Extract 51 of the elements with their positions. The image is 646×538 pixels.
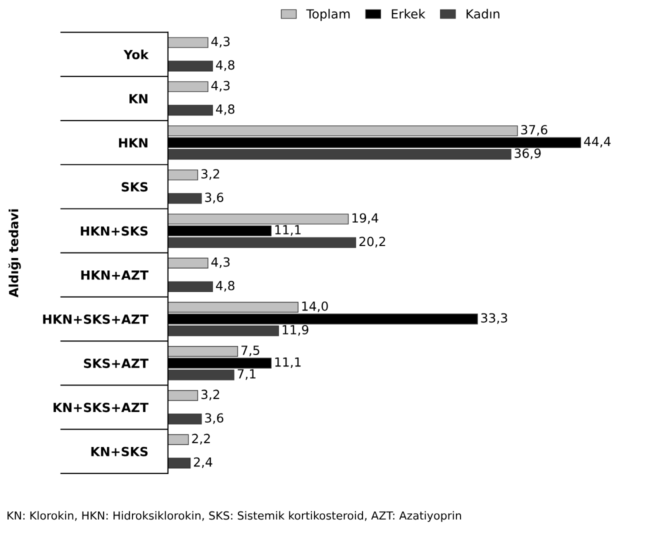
y-tick-label: HKN+AZT bbox=[81, 270, 148, 280]
bar bbox=[168, 193, 202, 204]
data-label: 33,3 bbox=[481, 313, 508, 324]
data-label: 4,3 bbox=[211, 257, 230, 268]
data-label: 7,5 bbox=[241, 346, 260, 356]
y-tick-label: SKS bbox=[122, 182, 148, 192]
data-label: 2,2 bbox=[192, 434, 210, 445]
data-label: 3,2 bbox=[201, 169, 220, 180]
bar bbox=[168, 414, 202, 424]
legend-label: Kadın bbox=[466, 8, 500, 19]
data-label: 2,4 bbox=[194, 457, 212, 468]
y-tick-label: HKN bbox=[119, 138, 148, 148]
legend-label: Erkek bbox=[392, 8, 426, 19]
data-label: 37,6 bbox=[521, 124, 548, 136]
data-label: 3,6 bbox=[205, 413, 224, 424]
legend-label: Toplam bbox=[306, 8, 350, 22]
bar bbox=[168, 37, 208, 48]
data-label: 36,9 bbox=[514, 148, 541, 160]
y-tick-label: KN+SKS+AZT bbox=[54, 402, 148, 412]
data-label: 7,1 bbox=[238, 369, 256, 380]
bar bbox=[168, 170, 198, 180]
y-tick-label: HKN+SKS+AZT bbox=[43, 314, 148, 324]
bar bbox=[168, 434, 189, 445]
bar bbox=[168, 258, 208, 269]
data-label: 11,1 bbox=[275, 357, 301, 368]
data-label: 11,1 bbox=[275, 225, 301, 236]
data-label: 11,9 bbox=[282, 324, 308, 336]
data-label: 19,4 bbox=[352, 213, 378, 224]
y-axis-title: Aldığı tedavi bbox=[8, 209, 21, 298]
y-tick-label: KN+SKS bbox=[91, 446, 148, 456]
data-label: 3,2 bbox=[201, 390, 220, 400]
data-label: 44,4 bbox=[584, 136, 611, 148]
y-tick-label: KN bbox=[130, 94, 148, 104]
data-label: 4,3 bbox=[211, 80, 230, 92]
bar bbox=[168, 104, 213, 116]
bar bbox=[168, 390, 198, 401]
bar bbox=[168, 81, 208, 92]
bar bbox=[168, 60, 213, 72]
y-tick-label: SKS+AZT bbox=[84, 358, 148, 368]
data-label: 4,8 bbox=[216, 280, 234, 292]
data-label: 4,8 bbox=[216, 104, 234, 116]
y-tick-label: HKN+SKS bbox=[80, 226, 148, 236]
data-label: 3,6 bbox=[205, 192, 224, 204]
data-label: 20,2 bbox=[359, 236, 386, 248]
bar bbox=[168, 281, 213, 292]
bar bbox=[168, 458, 191, 468]
y-tick-label: Yok bbox=[124, 50, 149, 60]
data-label: 14,0 bbox=[302, 301, 328, 312]
data-label: 4,3 bbox=[211, 36, 230, 48]
data-label: 4,8 bbox=[216, 60, 234, 72]
text: KN: Klorokin, HKN: Hidroksiklorokin, SKS: Sistemik kortikosteroid, AZT: Azatiyoprin bbox=[8, 511, 462, 522]
